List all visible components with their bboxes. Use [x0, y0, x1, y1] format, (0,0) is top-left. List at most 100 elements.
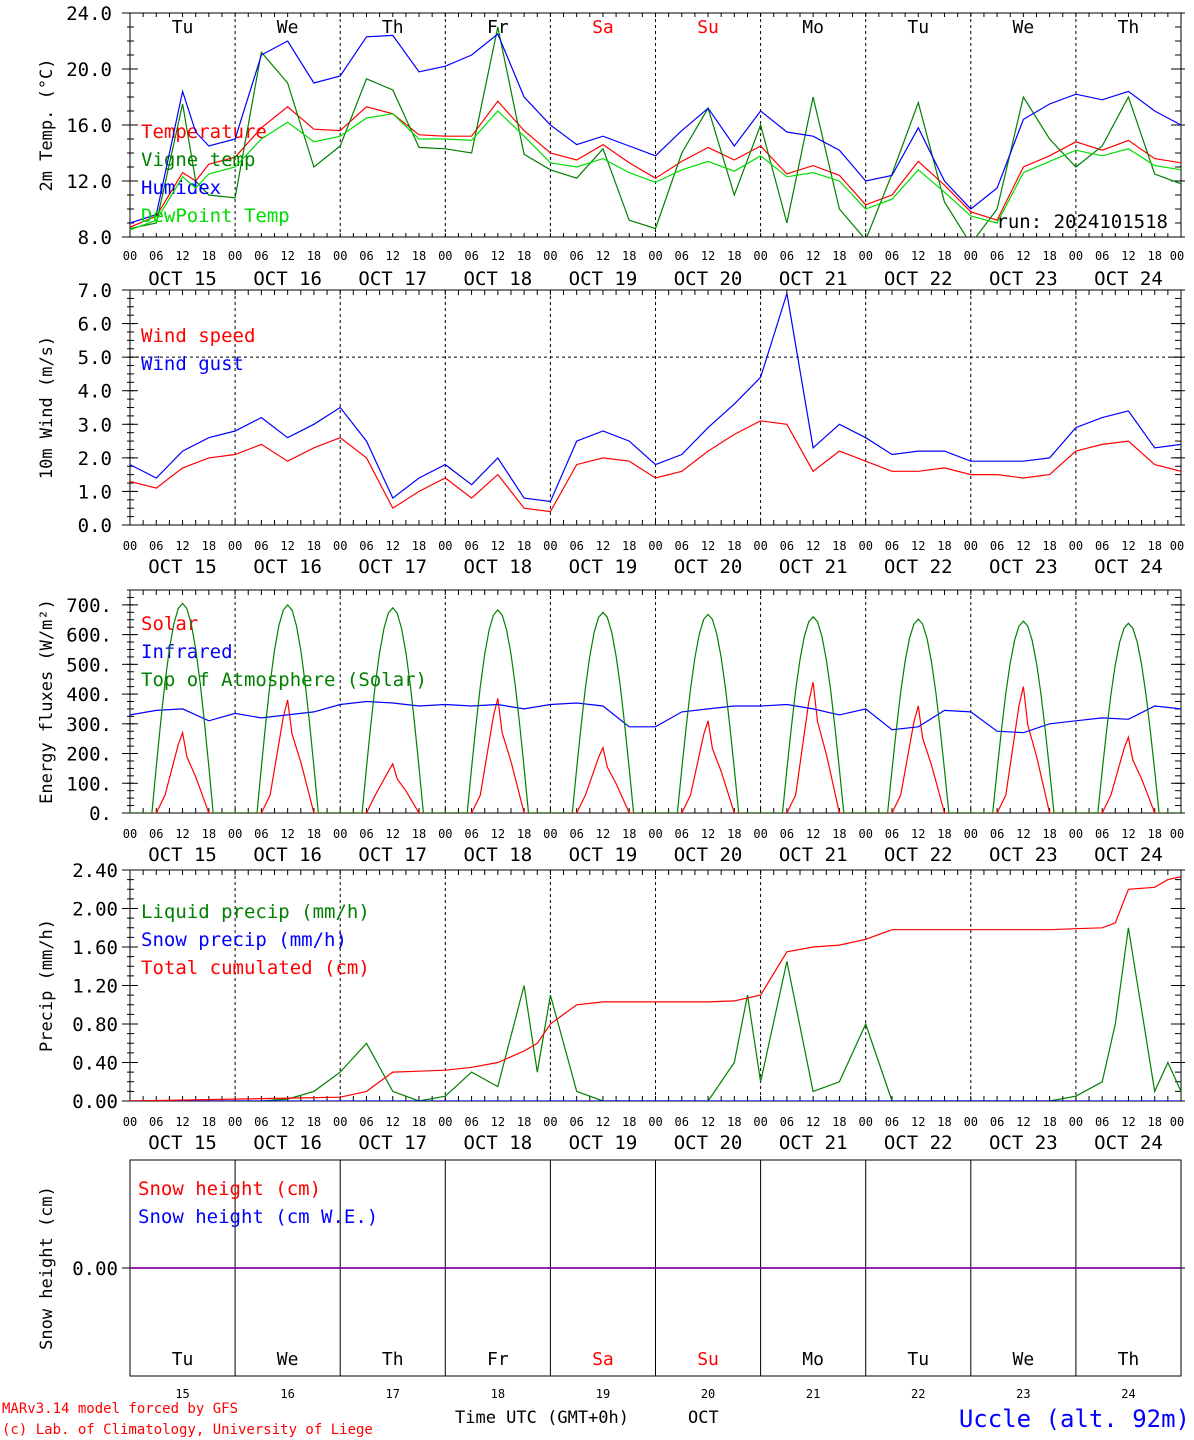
x-hour-label: 00: [543, 249, 557, 263]
y-axis-title: 10m Wind (m/s): [37, 336, 57, 479]
x-hour-label: 18: [832, 827, 846, 841]
x-hour-label: 06: [885, 249, 899, 263]
panel-frame: [129, 12, 1182, 238]
day-number-label: 20: [701, 1387, 715, 1401]
x-hour-label: 12: [386, 827, 400, 841]
x-date-label: OCT 18: [464, 1132, 533, 1154]
day-abbr-bottom: Fr: [487, 1349, 509, 1370]
x-hour-label: 18: [1147, 1115, 1161, 1129]
x-date-label: OCT 21: [779, 268, 848, 290]
x-hour-label: 06: [1095, 539, 1109, 553]
x-hour-label: 06: [1095, 249, 1109, 263]
x-hour-label: 00: [753, 539, 767, 553]
day-abbr-bottom: Tu: [907, 1349, 929, 1370]
x-hour-label: 18: [1147, 539, 1161, 553]
x-date-label: OCT 22: [884, 1132, 953, 1154]
x-hour-label: 00: [964, 249, 978, 263]
x-hour-label: 00: [438, 539, 452, 553]
x-hour-label: 00: [228, 249, 242, 263]
x-hour-label: 00: [438, 249, 452, 263]
x-hour-label: 12: [806, 1115, 820, 1129]
x-hour-label: 06: [990, 539, 1004, 553]
x-hour-label: 00: [1069, 539, 1083, 553]
y-tick-label: 600.: [66, 625, 112, 647]
x-hour-label: 12: [1016, 827, 1030, 841]
x-hour-label: 00: [1170, 1115, 1184, 1129]
x-hour-label: 18: [1042, 249, 1056, 263]
x-hour-label: 00: [543, 539, 557, 553]
x-hour-label: 18: [1147, 827, 1161, 841]
y-tick-label: 1.60: [72, 937, 118, 959]
x-hour-label: 06: [569, 249, 583, 263]
x-hour-label: 06: [675, 827, 689, 841]
x-hour-label: 00: [333, 539, 347, 553]
day-abbr-top: Sa: [592, 17, 614, 38]
x-hour-label: 18: [202, 827, 216, 841]
y-tick-label: 24.0: [66, 3, 112, 25]
x-hour-label: 00: [123, 249, 137, 263]
x-hour-label: 00: [438, 827, 452, 841]
legend-entry: Vigne temp: [141, 149, 255, 171]
x-hour-label: 18: [517, 827, 531, 841]
x-hour-label: 06: [359, 539, 373, 553]
series-line-dewpoint-temp: [130, 110, 1181, 231]
x-date-label: OCT 20: [674, 268, 743, 290]
x-hour-label: 12: [280, 827, 294, 841]
x-date-label: OCT 21: [779, 556, 848, 578]
x-date-label: OCT 22: [884, 844, 953, 866]
legend-entry: Snow height (cm): [138, 1178, 321, 1200]
x-hour-label: 00: [333, 249, 347, 263]
x-hour-label: 06: [464, 539, 478, 553]
x-hour-label: 00: [228, 827, 242, 841]
x-hour-label: 12: [1121, 249, 1135, 263]
x-hour-label: 12: [596, 249, 610, 263]
x-hour-label: 18: [202, 539, 216, 553]
x-hour-label: 06: [569, 1115, 583, 1129]
x-date-label: OCT 24: [1094, 268, 1163, 290]
y-tick-label: 16.0: [66, 115, 112, 137]
x-hour-label: 18: [412, 827, 426, 841]
x-hour-label: 18: [307, 249, 321, 263]
x-hour-label: 06: [780, 827, 794, 841]
x-hour-label: 12: [911, 249, 925, 263]
x-hour-label: 12: [175, 827, 189, 841]
x-date-label: OCT 15: [148, 268, 217, 290]
x-hour-label: 00: [1069, 827, 1083, 841]
x-hour-label: 12: [386, 249, 400, 263]
x-hour-label: 06: [990, 249, 1004, 263]
x-hour-label: 06: [885, 827, 899, 841]
x-date-label: OCT 16: [253, 844, 322, 866]
series-line-solar: [130, 682, 1181, 813]
day-number-label: 21: [806, 1387, 820, 1401]
x-hour-label: 12: [701, 1115, 715, 1129]
x-hour-label: 12: [806, 827, 820, 841]
x-hour-label: 00: [648, 539, 662, 553]
x-hour-label: 12: [806, 539, 820, 553]
y-tick-label: 300.: [66, 714, 112, 736]
y-tick-label: 12.0: [66, 171, 112, 193]
y-tick-label: 1.20: [72, 976, 118, 998]
x-hour-label: 12: [596, 1115, 610, 1129]
day-abbr-top: Tu: [172, 17, 194, 38]
x-hour-label: 12: [280, 249, 294, 263]
panel-2: 0.0 1.0 2.0 3.0 4.0 5.0 6.0 7.0 10m Wind (m/s) 00…: [37, 280, 1185, 578]
legend-entry: Top of Atmosphere (Solar): [141, 669, 427, 691]
x-hour-label: 00: [1170, 539, 1184, 553]
x-hour-label: 00: [1170, 249, 1184, 263]
x-date-label: OCT 15: [148, 844, 217, 866]
x-hour-label: 00: [1170, 827, 1184, 841]
x-date-label: OCT 16: [253, 1132, 322, 1154]
x-hour-label: 12: [806, 249, 820, 263]
x-date-label: OCT 18: [464, 556, 533, 578]
x-date-label: OCT 23: [989, 268, 1058, 290]
x-hour-label: 12: [911, 827, 925, 841]
y-axis-title: 2m Temp. (°C): [37, 58, 57, 191]
x-hour-label: 00: [964, 1115, 978, 1129]
x-hour-label: 12: [1121, 1115, 1135, 1129]
x-hour-label: 18: [412, 539, 426, 553]
x-hour-label: 06: [464, 1115, 478, 1129]
series-line-vigne-temp: [130, 26, 1181, 237]
x-hour-label: 18: [727, 1115, 741, 1129]
x-hour-label: 18: [1042, 827, 1056, 841]
x-hour-label: 00: [648, 1115, 662, 1129]
